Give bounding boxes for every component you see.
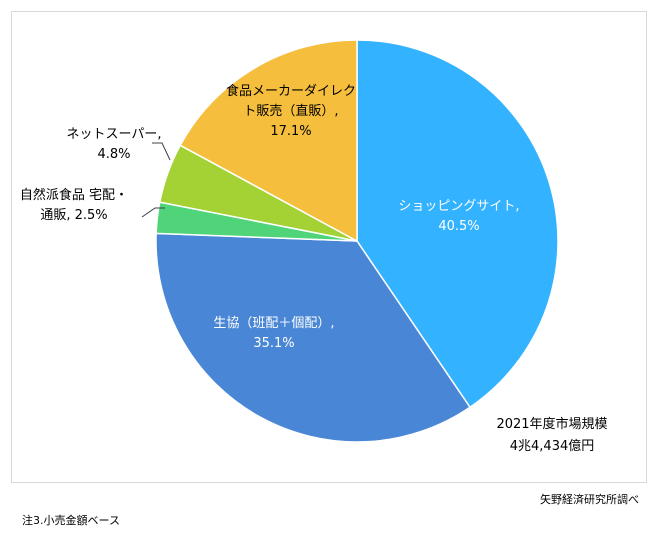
- slice-label-0-line-0: ショッピングサイト,: [398, 199, 519, 214]
- slice-label-4-line-2: 17.1%: [270, 124, 311, 139]
- slice-label-2-line-0: 自然派食品 宅配・: [20, 187, 128, 203]
- footnote: 注3.小売金額ベース: [22, 514, 120, 527]
- slice-label-4-line-1: ト販売（直販）,: [243, 103, 338, 119]
- market-size-annotation-line-1: 4兆4,434億円: [510, 438, 595, 454]
- leader-line-3: [152, 142, 171, 161]
- source-note: 矢野経済研究所調べ: [540, 493, 639, 506]
- slice-label-0-line-1: 40.5%: [438, 219, 479, 234]
- slice-label-3-line-1: 4.8%: [97, 147, 130, 162]
- chart-frame: ショッピングサイト, 40.5% 生協（班配＋個配）, 35.1% 自然派食品 宅配・通…: [11, 11, 647, 483]
- market-size-annotation-line-0: 2021年度市場規模: [496, 416, 607, 432]
- slice-label-1-line-1: 35.1%: [253, 336, 294, 351]
- slice-label-1-line-0: 生協（班配＋個配）,: [213, 316, 334, 331]
- pie-slice-0: [356, 39, 559, 409]
- leader-line-2: [141, 207, 165, 218]
- pie-slice-4: [179, 39, 358, 243]
- slice-label-3-line-0: ネットスーパー,: [66, 127, 161, 142]
- slice-label-4-line-0: 食品メーカーダイレク: [226, 83, 356, 99]
- pie-slice-1: [155, 232, 472, 443]
- pie-chart: ショッピングサイト, 40.5% 生協（班配＋個配）, 35.1% 自然派食品 宅配・通…: [20, 39, 608, 454]
- slice-label-2-line-1: 通販, 2.5%: [40, 208, 107, 223]
